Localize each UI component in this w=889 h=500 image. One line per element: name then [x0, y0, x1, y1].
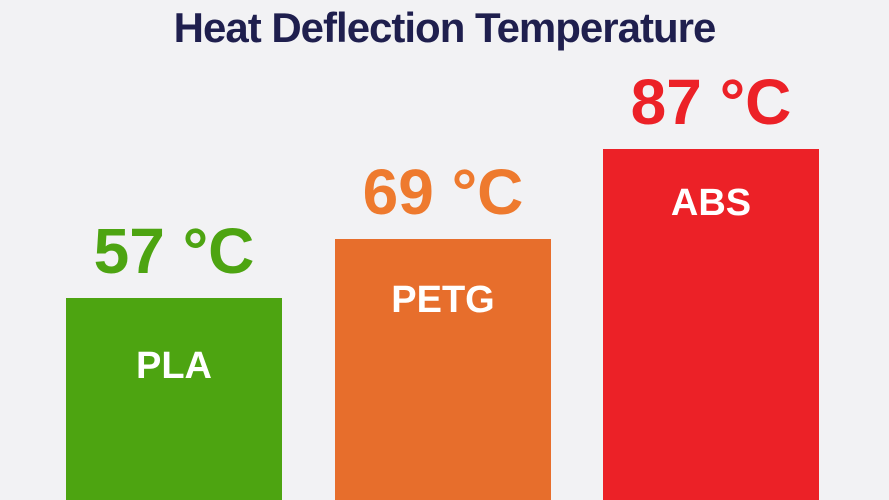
bar-petg: PETG — [335, 239, 551, 500]
bar-group-petg: 69 °C PETG — [335, 0, 551, 500]
value-label-pla: 57 °C — [93, 215, 255, 287]
bar-group-pla: 57 °C PLA — [66, 0, 282, 500]
bar-abs: ABS — [603, 149, 819, 500]
bar-pla: PLA — [66, 298, 282, 500]
bar-group-abs: 87 °C ABS — [603, 0, 819, 500]
value-label-petg: 69 °C — [362, 156, 524, 228]
category-label-abs: ABS — [670, 182, 752, 224]
chart-title: Heat Deflection Temperature — [173, 4, 717, 51]
value-label-abs: 87 °C — [630, 66, 792, 138]
category-label-pla: PLA — [136, 345, 212, 387]
category-label-petg: PETG — [391, 279, 495, 321]
